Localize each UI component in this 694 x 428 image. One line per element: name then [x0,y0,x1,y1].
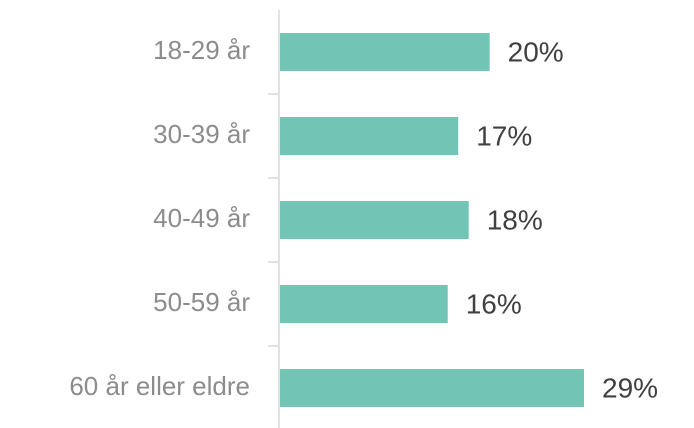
category-label: 50-59 år [153,287,250,317]
category-label: 30-39 år [153,119,250,149]
value-label: 17% [476,120,532,151]
bar [280,33,490,71]
value-label: 20% [508,36,564,67]
category-label: 40-49 år [153,203,250,233]
bar [280,369,584,407]
value-label: 18% [487,204,543,235]
value-label: 16% [466,288,522,319]
category-label: 60 år eller eldre [69,371,250,401]
bar [280,117,459,155]
bar [280,285,448,323]
category-label: 18-29 år [153,35,250,65]
bar [280,201,469,239]
value-label: 29% [602,372,658,403]
